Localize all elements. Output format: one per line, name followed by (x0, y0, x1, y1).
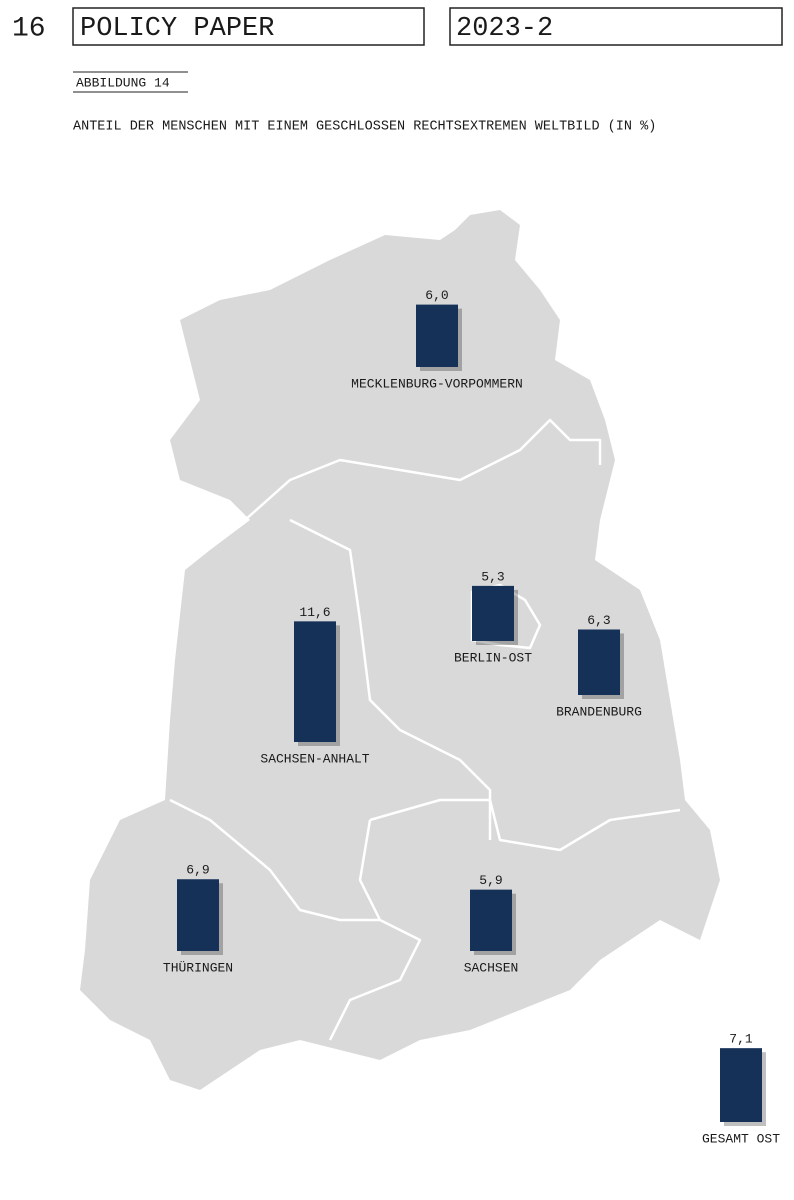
state-border (169, 798, 422, 1041)
category-label: GESAMT OST (702, 1131, 780, 1146)
figure-label: ABBILDUNG 14 (76, 75, 170, 90)
page-number: 16 (12, 13, 46, 44)
bar (470, 889, 512, 951)
value-label: 5,3 (481, 569, 504, 584)
value-label: 11,6 (299, 605, 330, 620)
chart-title: ANTEIL DER MENSCHEN MIT EINEM GESCHLOSSE… (73, 120, 656, 135)
category-label: BRANDENBURG (556, 704, 642, 719)
value-label: 5,9 (479, 873, 502, 888)
category-label: SACHSEN (464, 960, 519, 975)
value-label: 7,1 (729, 1032, 753, 1047)
bar (177, 879, 219, 951)
series-title: POLICY PAPER (80, 14, 274, 44)
map (80, 210, 720, 1090)
bar (416, 304, 458, 367)
category-label: THÜRINGEN (163, 960, 233, 975)
category-label: BERLIN-OST (454, 650, 532, 665)
bar (472, 585, 514, 641)
category-label: SACHSEN-ANHALT (260, 751, 369, 766)
bar (720, 1048, 762, 1122)
state-border (244, 418, 602, 521)
category-label: MECKLENBURG-VORPOMMERN (351, 376, 523, 391)
value-label: 6,3 (587, 613, 610, 628)
title-box (72, 7, 425, 46)
issue: 2023-2 (456, 14, 553, 44)
state-border (369, 798, 681, 852)
state-border (358, 819, 382, 921)
state-border (289, 518, 492, 840)
bar (294, 621, 336, 742)
bar (578, 629, 620, 695)
issue-box (449, 7, 783, 46)
value-label: 6,9 (186, 863, 209, 878)
value-label: 6,0 (425, 288, 448, 303)
